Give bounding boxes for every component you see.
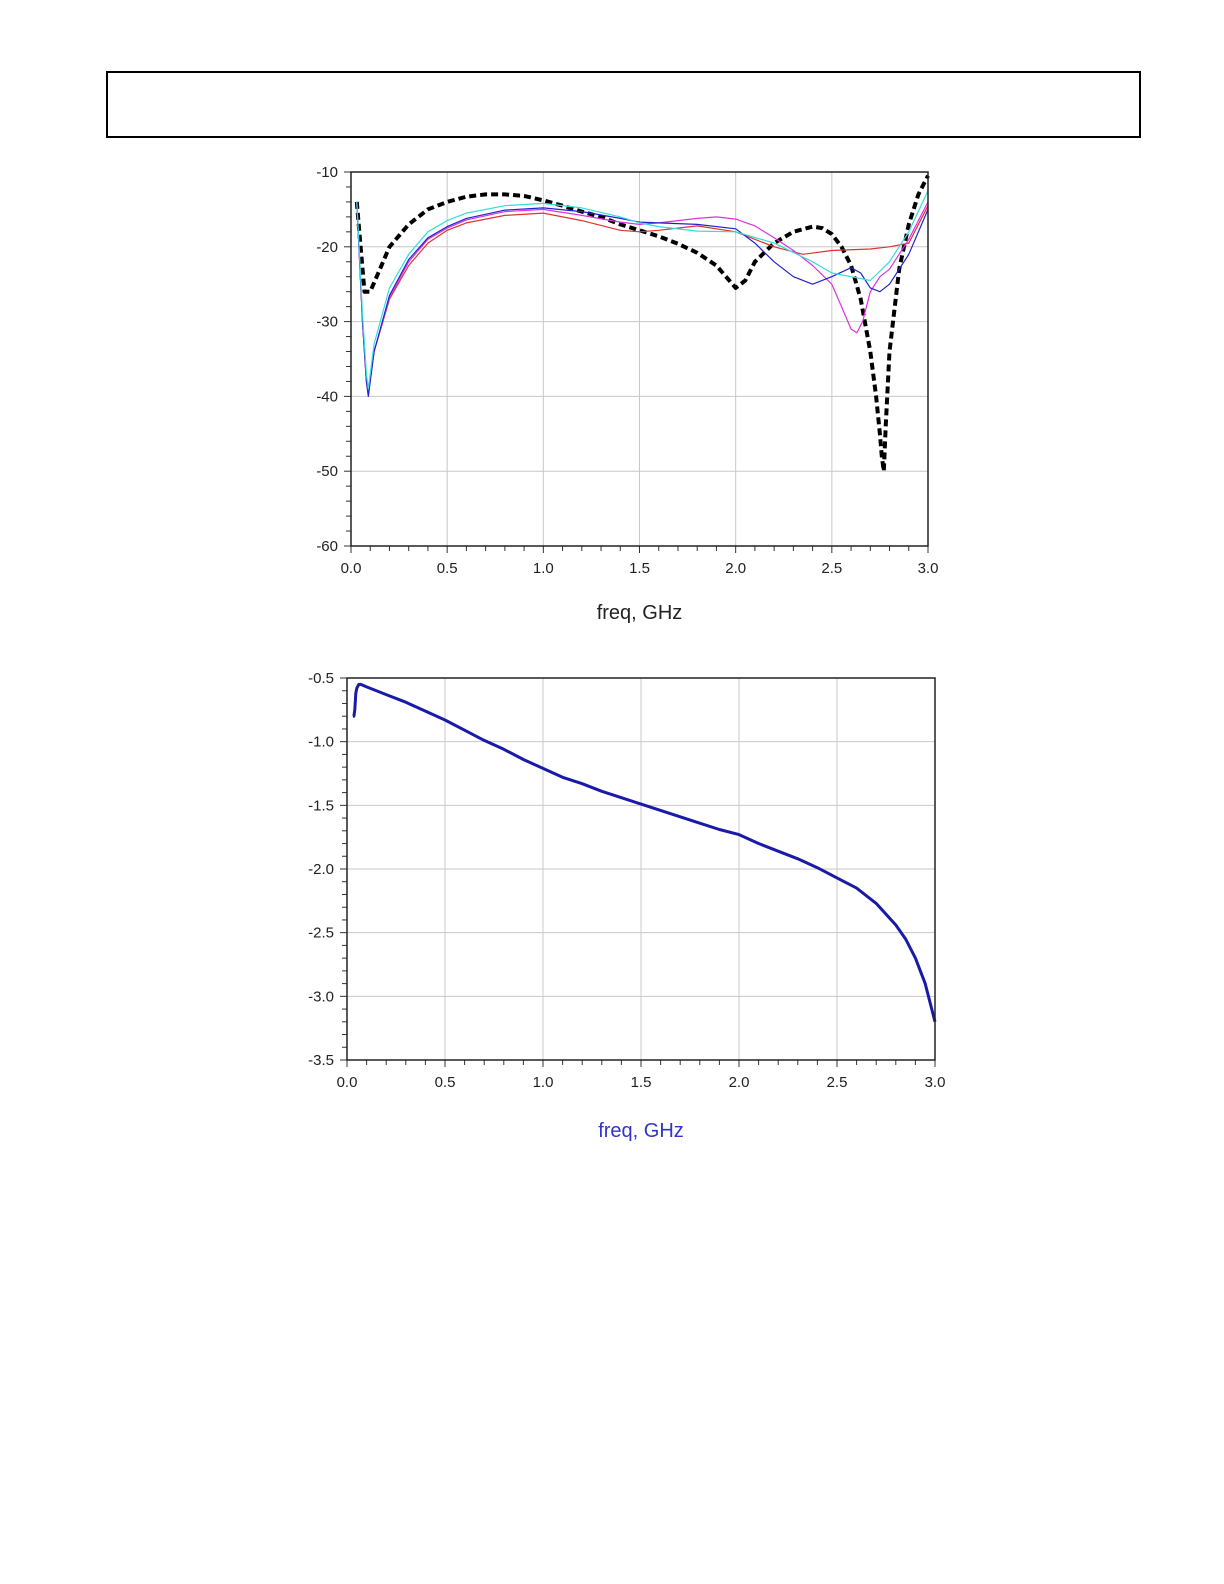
series-line-4	[356, 190, 929, 390]
series-line-2	[356, 201, 929, 396]
y-tick-label: -0.5	[308, 670, 334, 687]
x-tick-label: 1.5	[629, 560, 650, 577]
x-tick-label: 0.0	[341, 560, 362, 577]
insertion-loss-chart: 0.0 0.5 1.0 1.5 2.0 2.5 3.0 -0.5 -1.0 -1.5 -2.0 -2.…	[308, 670, 946, 1142]
x-axis-label: freq, GHz	[598, 1120, 684, 1142]
plot-frame	[346, 677, 936, 1061]
return-loss-chart: 0.0 0.5 1.0 1.5 2.0 2.5 3.0 -10 -20 -30 -40 -50 -60 f…	[316, 164, 939, 624]
y-tick-label: -30	[316, 314, 338, 331]
series-line-0	[352, 682, 937, 1023]
x-tick-label: 1.0	[533, 560, 554, 577]
x-tick-label: 2.0	[725, 560, 746, 577]
y-tick-label: -1.5	[308, 797, 334, 814]
series-group	[354, 174, 930, 474]
series-line-3	[356, 201, 929, 397]
x-tick-label: 2.5	[821, 560, 842, 577]
x-tick-label: 3.0	[925, 1074, 946, 1091]
header-box	[106, 71, 1141, 138]
y-tick-label: -40	[316, 388, 338, 405]
y-tick-label: -1.0	[308, 734, 334, 751]
x-tick-label: 0.0	[337, 1074, 358, 1091]
y-tick-label: -3.5	[308, 1052, 334, 1069]
x-tick-label: 3.0	[918, 560, 939, 577]
y-tick-label: -20	[316, 239, 338, 256]
y-tick-label: -50	[316, 463, 338, 480]
y-tick-label: -2.0	[308, 861, 334, 878]
x-tick-label: 1.0	[533, 1074, 554, 1091]
plot-frame	[350, 171, 929, 547]
y-tick-label: -3.0	[308, 988, 334, 1005]
y-tick-label: -60	[316, 538, 338, 555]
x-tick-label: 2.0	[729, 1074, 750, 1091]
x-tick-label: 0.5	[437, 560, 458, 577]
series-line-0	[354, 174, 930, 474]
y-tick-label: -10	[316, 164, 338, 181]
x-tick-label: 1.5	[631, 1074, 652, 1091]
x-tick-label: 0.5	[435, 1074, 456, 1091]
series-group	[352, 682, 937, 1023]
y-tick-label: -2.5	[308, 925, 334, 942]
x-axis-label: freq, GHz	[597, 602, 683, 624]
x-tick-label: 2.5	[827, 1074, 848, 1091]
